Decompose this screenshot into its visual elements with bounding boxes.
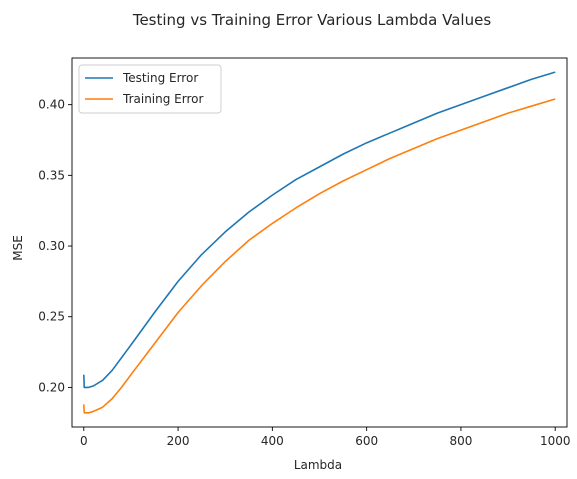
chart-title: Testing vs Training Error Various Lambda…: [132, 11, 491, 29]
x-tick-label: 200: [167, 434, 190, 448]
y-tick-label: 0.20: [38, 380, 65, 394]
y-axis-label: MSE: [11, 235, 25, 261]
y-tick-label: 0.25: [38, 310, 65, 324]
y-tick-label: 0.30: [38, 239, 65, 253]
legend-label-training-error: Training Error: [122, 92, 203, 106]
y-tick-label: 0.35: [38, 168, 65, 182]
x-tick-label: 0: [80, 434, 88, 448]
legend: Testing Error Training Error: [78, 64, 222, 114]
x-tick-label: 1000: [540, 434, 571, 448]
series-line-training-error: [82, 98, 556, 414]
plot-area: 0 200 400 600 800 1000 0.20 0.25 0.30 0.35 0.40: [38, 57, 571, 448]
x-tick-label: 600: [355, 434, 378, 448]
x-tick-label: 400: [261, 434, 284, 448]
x-axis-label: Lambda: [294, 458, 342, 472]
plot-frame: [71, 57, 568, 428]
y-tick-label: 0.40: [38, 98, 65, 112]
legend-box: [78, 64, 222, 114]
x-tick-label: 800: [449, 434, 472, 448]
series-line-testing-error: [82, 71, 556, 389]
legend-label-testing-error: Testing Error: [122, 71, 198, 85]
